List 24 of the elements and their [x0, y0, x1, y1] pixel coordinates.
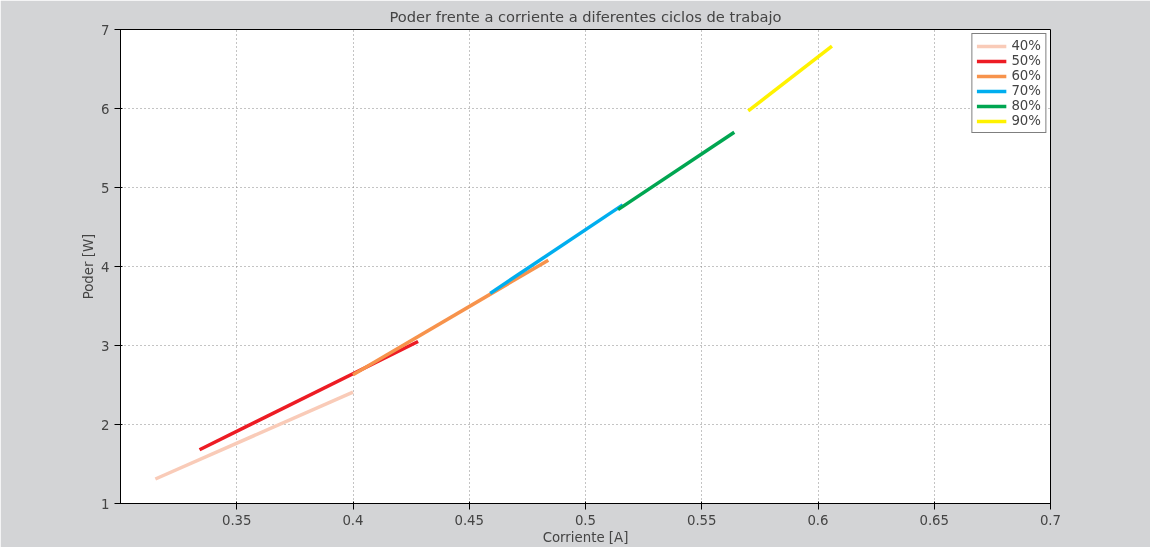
x-tick-label: 0.55	[686, 512, 717, 528]
legend-label: 90%	[1011, 113, 1041, 128]
legend-label: 70%	[1011, 83, 1041, 98]
x-tick-label: 0.45	[454, 512, 485, 528]
x-tick-label: 0.65	[919, 512, 950, 528]
chart-title: Poder frente a corriente a diferentes ciclos de trabajo	[389, 7, 782, 25]
y-tick-label: 1	[101, 496, 110, 512]
legend-label: 80%	[1011, 98, 1041, 113]
x-tick-label: 0.7	[1039, 512, 1062, 528]
x-tick-label: 0.6	[807, 512, 829, 528]
y-tick-label: 5	[101, 180, 110, 196]
y-tick-label: 4	[101, 259, 110, 275]
y-axis-title: Poder [W]	[81, 233, 97, 300]
x-axis-title: Corriente [A]	[542, 529, 629, 545]
y-tick-label: 6	[101, 101, 110, 117]
x-tick-label: 0.35	[221, 512, 252, 528]
y-tick-label: 2	[101, 417, 110, 433]
legend-label: 50%	[1011, 53, 1041, 68]
y-tick-label: 3	[101, 338, 110, 354]
y-tick-label: 7	[101, 22, 110, 38]
x-tick-label: 0.5	[574, 512, 597, 528]
legend-label: 40%	[1011, 38, 1041, 53]
x-tick-label: 0.4	[342, 512, 364, 528]
legend-label: 60%	[1011, 68, 1041, 83]
